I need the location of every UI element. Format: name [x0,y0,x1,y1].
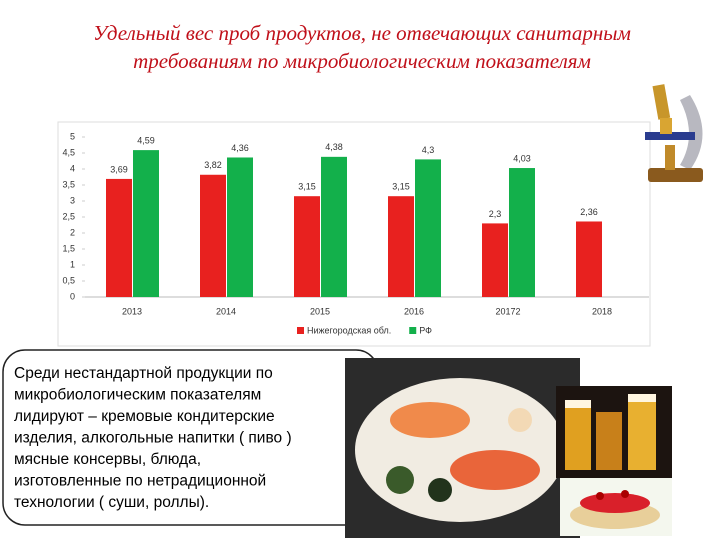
x-tick-label: 2015 [310,306,330,316]
x-tick-label: 2018 [592,306,612,316]
text-box-line: лидируют – кремовые кондитерские [14,408,275,425]
microscope-image [645,84,703,182]
bar [482,223,508,297]
x-tick-label: 2014 [216,306,236,316]
bar [388,196,414,297]
y-tick-label: 3 [70,195,75,205]
value-label: 3,15 [298,182,316,192]
bar [576,221,602,297]
y-tick-label: 4,5 [62,147,75,157]
legend-swatch [409,327,417,334]
y-tick-label: 3,5 [62,179,75,189]
cake-image [560,478,672,536]
y-tick-label: 1,5 [62,243,75,253]
legend-label: РФ [419,325,432,335]
y-tick-label: 5 [70,131,75,141]
text-box-line: изделия, алкогольные напитки ( пиво ) [14,430,292,447]
text-box-line: технологии ( суши, роллы). [14,494,209,511]
bar [294,196,320,297]
bar [321,156,347,297]
bar [106,178,132,297]
value-label: 2,3 [489,209,502,219]
bar [227,157,253,297]
y-tick-label: 2 [70,227,75,237]
legend-swatch [297,327,304,334]
sushi-image [345,358,580,538]
value-label: 4,59 [137,135,155,145]
value-label: 4,03 [513,153,531,163]
value-label: 4,36 [231,143,249,153]
bar [415,159,441,297]
value-label: 3,69 [110,164,128,174]
x-tick-label: 2016 [404,306,424,316]
value-label: 2,36 [580,207,598,217]
bar [133,150,159,297]
text-box-line: изготовленные по нетрадиционной [14,473,266,490]
y-tick-label: 4 [70,163,75,173]
y-tick-label: 1 [70,259,75,269]
value-label: 4,38 [325,142,343,152]
y-tick-label: 2,5 [62,211,75,221]
legend-label: Нижегородская обл. [307,325,391,335]
bar [509,168,535,297]
y-tick-label: 0 [70,291,75,301]
x-tick-label: 20172 [495,306,520,316]
text-box-line: Среди нестандартной продукции по [14,365,273,382]
title-line: Удельный вес проб продуктов, не отвечающ… [93,21,631,45]
value-label: 4,3 [422,145,435,155]
y-tick-label: 0,5 [62,275,75,285]
value-label: 3,82 [204,160,222,170]
x-tick-label: 2013 [122,306,142,316]
text-box-line: микробиологическим показателям [14,387,261,404]
bar [200,174,226,297]
beer-image [556,386,672,478]
value-label: 3,15 [392,182,410,192]
title-line: требованиям по микробиологическим показа… [133,49,591,73]
text-box-line: мясные консервы, блюда, [14,451,201,468]
